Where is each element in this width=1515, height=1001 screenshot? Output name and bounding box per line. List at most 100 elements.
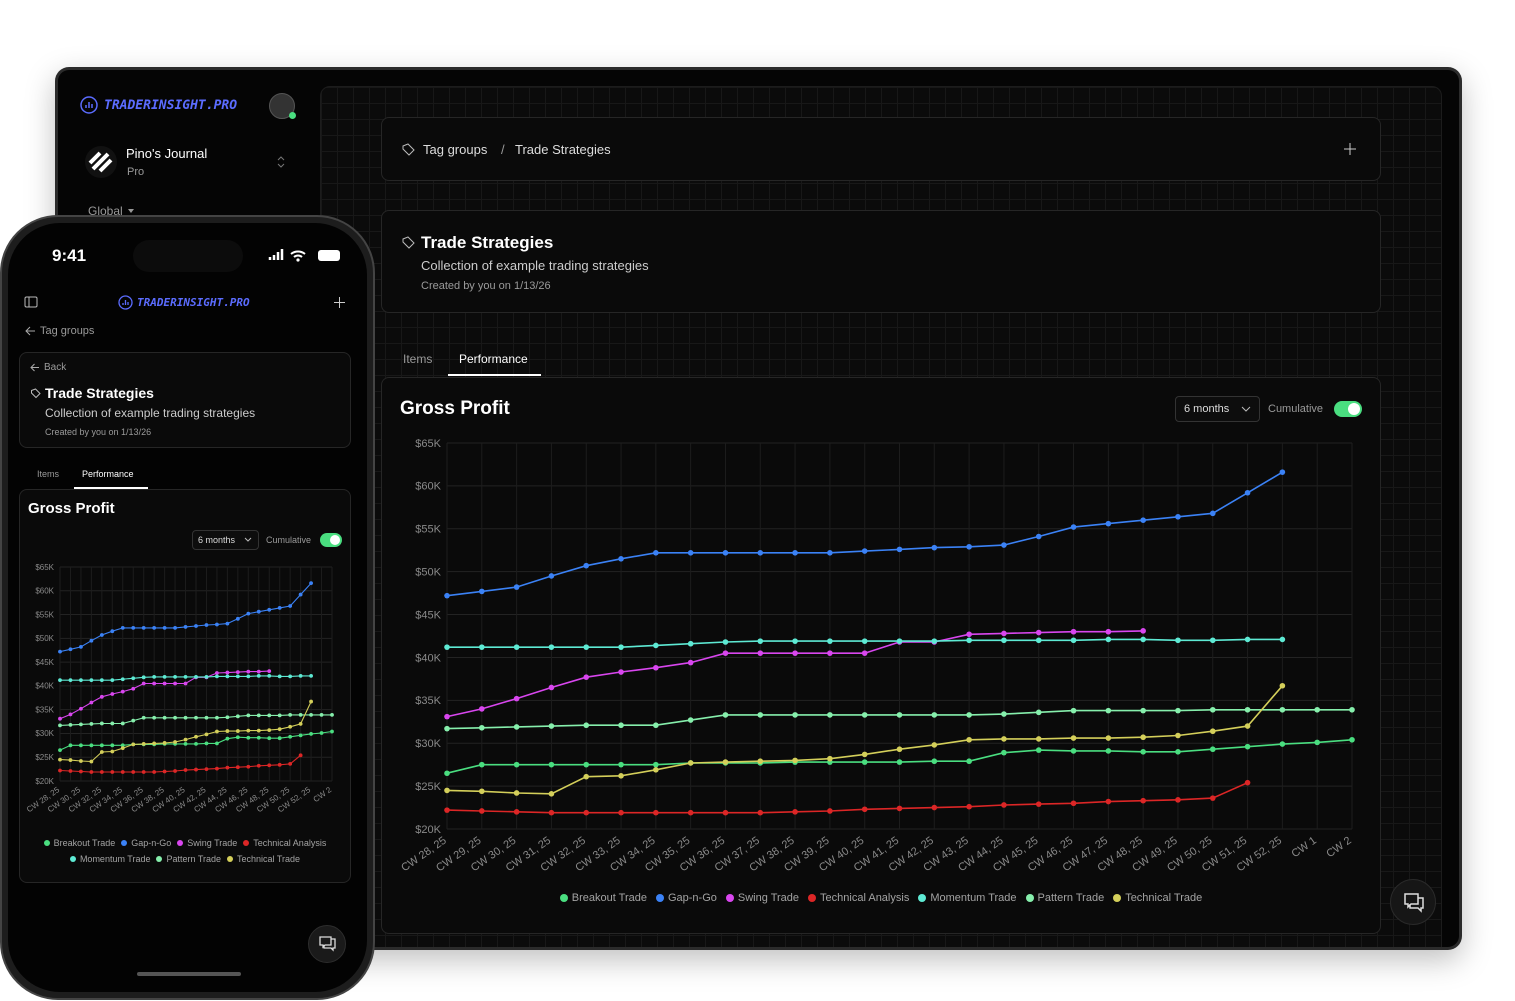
brand: TRADERINSIGHT.PRO [137,296,250,309]
add-button[interactable] [334,297,345,308]
data-point [1035,709,1042,716]
legend-item[interactable]: Swing Trade [177,838,237,848]
data-point [548,644,555,650]
legend-swatch [121,840,128,846]
data-point [1105,707,1112,714]
data-point [1349,736,1355,743]
data-point [1244,489,1251,496]
data-point [1001,637,1007,644]
cumulative-toggle[interactable] [320,533,342,547]
data-point [131,718,136,723]
range-select[interactable] [192,530,259,550]
data-point [1105,636,1112,643]
y-tick-label: $35K [35,705,54,714]
data-point [99,743,104,748]
data-point [309,581,313,586]
legend-label: Momentum Trade [79,854,151,864]
back-link[interactable]: Tag groups [40,325,95,337]
sidebar-toggle[interactable] [24,296,38,308]
data-point [110,678,115,683]
data-point [687,717,694,723]
legend-item[interactable]: Technical Analysis [243,838,326,848]
data-point [58,768,62,773]
legend-swatch [156,856,163,862]
data-point [89,678,94,683]
home-indicator [137,972,241,976]
legend-item[interactable]: Swing Trade [725,892,799,904]
data-point [1244,636,1251,643]
data-point [861,638,868,644]
chevron[interactable] [276,155,286,169]
data-point [792,809,798,815]
data-point [1035,736,1042,742]
data-point [653,549,659,556]
legend-item[interactable]: Breakout Trade [559,892,647,904]
add-button[interactable] [1344,143,1356,155]
data-point [183,681,188,686]
data-point [267,669,272,674]
legend-label: Technical Trade [1125,892,1203,904]
data-point [653,809,659,816]
y-tick-label: $45K [415,609,441,621]
data-point [896,759,903,765]
data-point [757,549,764,556]
legend-label: Gap-n-Go [667,892,717,904]
scope[interactable]: Global [88,204,123,218]
cumulative-toggle[interactable] [1334,401,1362,417]
journal-name[interactable]: Pino's Journal [126,146,208,161]
data-point [722,650,729,656]
back-button[interactable]: Back [44,362,67,373]
legend-item[interactable]: Gap-n-Go [121,838,171,848]
tab[interactable]: Items [37,469,60,479]
y-tick-label: $20K [415,824,441,836]
data-point [152,674,157,679]
legend-item[interactable]: Pattern Trade [156,854,221,864]
tab-active[interactable]: Performance [459,352,528,366]
legend-item[interactable]: Breakout Trade [43,838,115,848]
data-point [1349,706,1355,713]
legend-label: Momentum Trade [930,892,1017,904]
avatar[interactable] [269,93,296,119]
data-point [687,809,694,816]
data-point [861,548,868,554]
chat-button[interactable] [1390,879,1436,925]
data-point [618,773,624,779]
data-point [513,809,520,815]
data-point [722,712,729,718]
tab[interactable]: Items [403,352,433,366]
legend-swatch [559,894,568,902]
data-point [1035,801,1042,807]
data-point [618,722,624,729]
y-tick-label: $20K [35,777,54,786]
data-point [309,732,313,736]
y-tick-label: $50K [415,567,441,579]
legend-item[interactable]: Technical Trade [1113,892,1202,904]
data-point [246,669,251,674]
data-point [1105,628,1112,635]
data-point [68,769,73,773]
legend-item[interactable]: Momentum Trade [69,854,151,864]
data-point [1140,797,1146,804]
legend-item[interactable]: Technical Analysis [808,892,909,904]
data-point [68,678,73,683]
data-point [513,761,520,768]
data-point [183,737,188,742]
legend-swatch [725,894,734,902]
data-point [173,715,177,720]
data-point [513,790,520,796]
data-point [757,809,764,816]
legend-item[interactable]: Momentum Trade [918,892,1017,904]
y-tick-label: $60K [415,481,441,493]
data-point [110,770,115,774]
range-select[interactable] [1175,396,1260,422]
data-point [583,562,590,569]
breadcrumb-link[interactable]: Tag groups [423,142,488,157]
legend-item[interactable]: Gap-n-Go [655,892,717,904]
tab-active[interactable]: Performance [82,469,134,479]
chat-button[interactable] [308,925,346,963]
legend-item[interactable]: Pattern Trade [1025,892,1104,904]
toggle-label: Cumulative [266,535,312,545]
data-point [215,671,219,675]
data-point [1140,734,1146,741]
legend-item[interactable]: Technical Trade [227,854,300,864]
